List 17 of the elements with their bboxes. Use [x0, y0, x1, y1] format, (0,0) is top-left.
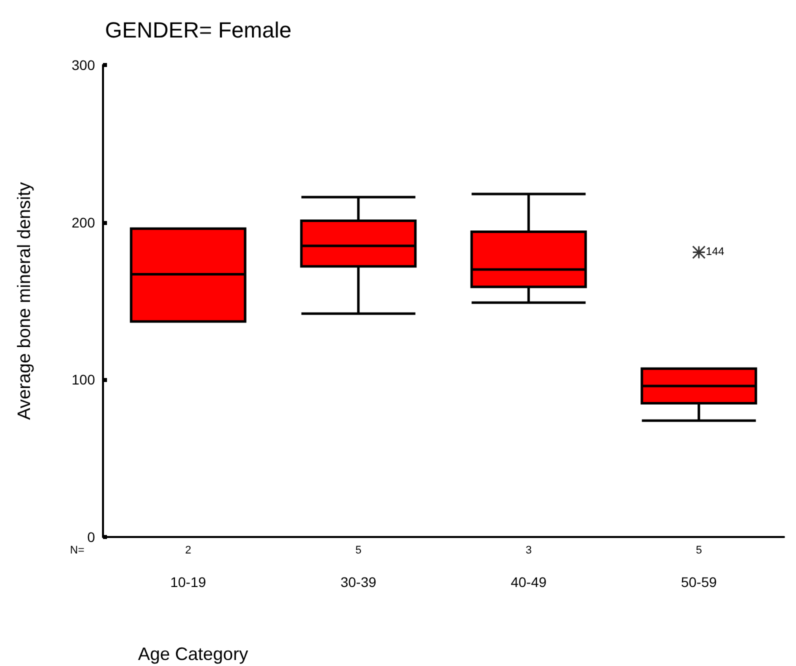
- x-tick-label: 40-49: [510, 574, 547, 590]
- x-tick-label: 30-39: [340, 574, 376, 590]
- text: 3: [526, 544, 532, 556]
- x-tick-label: 10-19: [170, 574, 206, 590]
- chart-title: GENDER= Female: [105, 18, 292, 42]
- y-tick-label: 0: [87, 529, 96, 545]
- text: 5: [696, 544, 702, 556]
- y-tick-label: 200: [72, 214, 96, 230]
- x-axis-title: Age Category: [138, 644, 248, 664]
- y-tick-label: 300: [72, 57, 96, 73]
- text: 5: [355, 544, 362, 556]
- y-axis-title: Average bone mineral density: [14, 182, 34, 420]
- annotation: 144: [706, 246, 724, 258]
- x-tick-label: 50-59: [680, 574, 717, 590]
- y-tick-label: 100: [72, 372, 96, 388]
- text: 2: [185, 544, 192, 556]
- text: N=: [70, 544, 84, 556]
